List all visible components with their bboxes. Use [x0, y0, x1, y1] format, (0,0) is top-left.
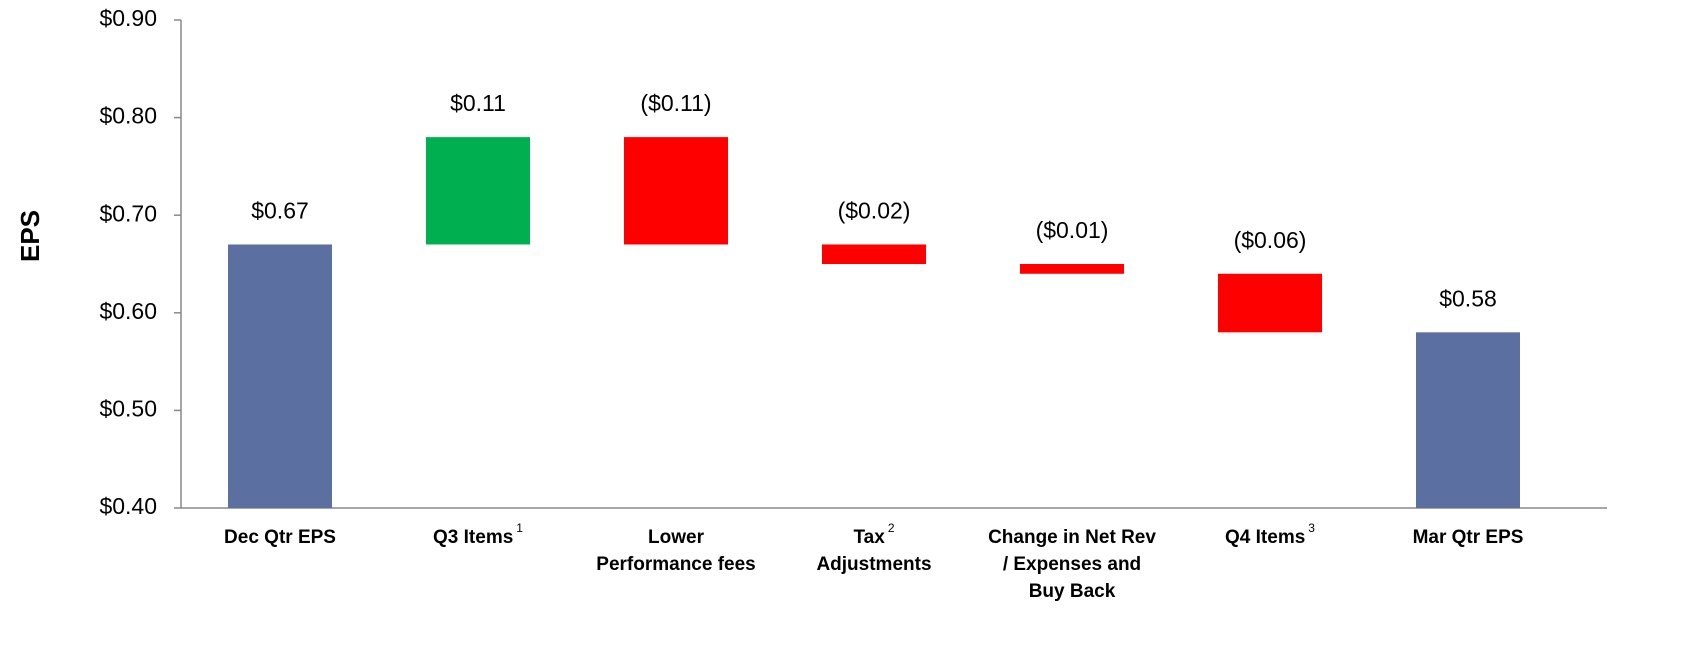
x-tick-label: Lower — [648, 527, 705, 548]
value-label: $0.11 — [450, 90, 506, 116]
x-tick-label-text: Mar Qtr EPS — [1413, 527, 1524, 548]
x-tick-label-text: Buy Back — [1029, 581, 1116, 602]
x-tick-label: Tax 2 — [853, 521, 894, 548]
value-label: ($0.02) — [838, 198, 911, 224]
value-label: ($0.06) — [1234, 227, 1307, 253]
y-tick-label: $0.50 — [99, 395, 157, 421]
x-tick-label-text: Tax — [853, 527, 885, 548]
x-tick-label: Q4 Items 3 — [1225, 521, 1315, 548]
x-tick-label: Buy Back — [1029, 581, 1116, 602]
bar — [1416, 332, 1520, 508]
bar — [1020, 264, 1124, 274]
y-tick-label: $0.40 — [99, 493, 157, 519]
y-axis-label: EPS — [15, 210, 45, 262]
value-label: $0.58 — [1439, 285, 1497, 311]
y-tick-label: $0.80 — [99, 103, 157, 129]
bar — [822, 244, 926, 264]
x-tick-label-text: Q4 Items — [1225, 527, 1305, 548]
x-tick-label-text: Adjustments — [816, 554, 931, 575]
bar — [1218, 273, 1322, 333]
y-tick-label: $0.70 — [99, 200, 157, 226]
x-tick-label: Mar Qtr EPS — [1413, 527, 1524, 548]
x-tick-label: / Expenses and — [1003, 554, 1141, 575]
value-label: ($0.11) — [640, 90, 711, 116]
x-tick-label: Adjustments — [816, 554, 931, 575]
y-tick-label: $0.60 — [99, 298, 157, 324]
x-tick-label: Q3 Items 1 — [433, 521, 523, 548]
value-label: $0.67 — [251, 198, 309, 224]
x-tick-label-text: Dec Qtr EPS — [224, 527, 336, 548]
x-tick-label-text: Performance fees — [596, 554, 755, 575]
x-tick-label: Change in Net Rev — [988, 527, 1156, 548]
footnote-marker: 2 — [888, 521, 895, 535]
footnote-marker: 3 — [1308, 521, 1315, 535]
bar — [426, 137, 530, 245]
x-tick-label-text: Lower — [648, 527, 705, 548]
x-tick-label-text: Change in Net Rev — [988, 527, 1156, 548]
x-tick-label-text: / Expenses and — [1003, 554, 1141, 575]
footnote-marker: 1 — [516, 521, 523, 535]
value-label: ($0.01) — [1036, 217, 1109, 243]
y-tick-label: $0.90 — [99, 5, 157, 31]
bar — [624, 137, 728, 245]
x-tick-label-text: Q3 Items — [433, 527, 513, 548]
bar — [228, 244, 332, 509]
x-tick-label: Performance fees — [596, 554, 755, 575]
x-tick-label: Dec Qtr EPS — [224, 527, 336, 548]
